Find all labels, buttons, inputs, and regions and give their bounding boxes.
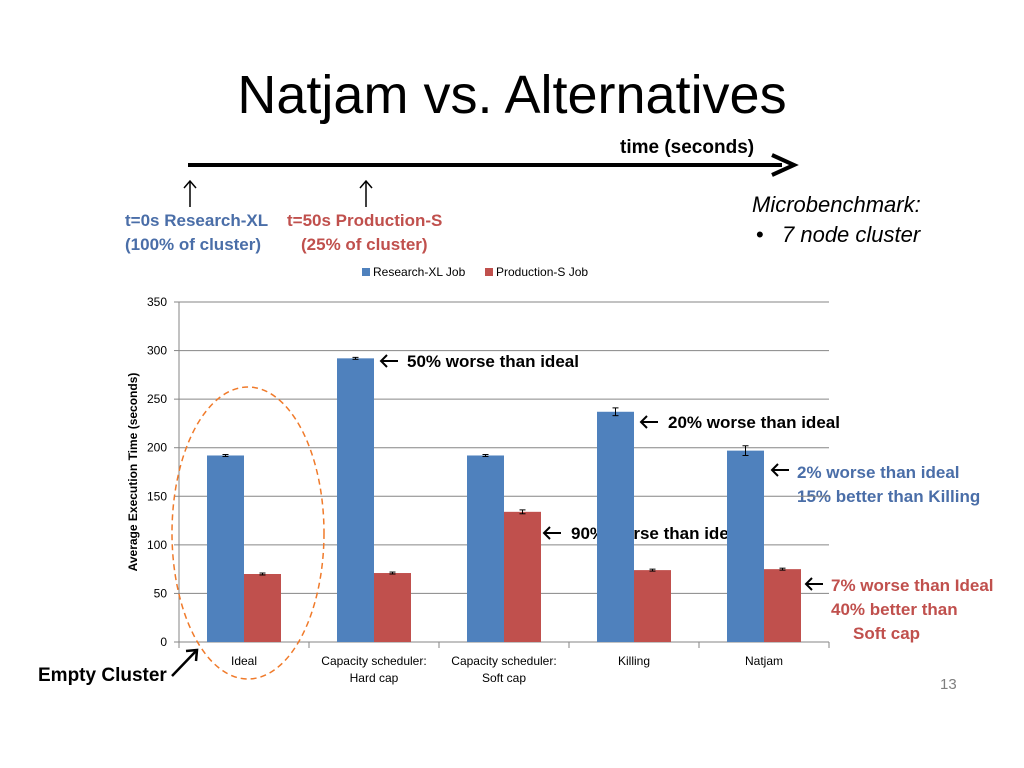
timeline-label: time (seconds) bbox=[620, 137, 755, 158]
y-tick-label: 200 bbox=[147, 441, 167, 455]
annotation-hard-cap: 50% worse than ideal bbox=[407, 352, 579, 371]
bar-research bbox=[207, 455, 244, 642]
event-production-start: t=50s Production-S bbox=[287, 211, 443, 230]
y-tick-label: 100 bbox=[147, 538, 167, 552]
legend-label-research: Research-XL Job bbox=[373, 265, 466, 279]
arrow-left-icon bbox=[770, 463, 789, 477]
arrow-left-icon bbox=[804, 577, 823, 591]
production-start-arrow-icon bbox=[359, 179, 373, 207]
annotation-natjam-research-2: 15% better than Killing bbox=[797, 487, 981, 506]
x-tick-label: Soft cap bbox=[482, 671, 526, 685]
research-start-arrow-icon bbox=[183, 179, 197, 207]
arrow-left-icon bbox=[379, 354, 398, 368]
bullet-icon: • bbox=[756, 222, 764, 247]
x-tick-label: Hard cap bbox=[350, 671, 399, 685]
x-tick-label: Ideal bbox=[231, 654, 257, 668]
y-tick-label: 350 bbox=[147, 295, 167, 309]
empty-cluster-label: Empty Cluster bbox=[38, 665, 167, 686]
page-number: 13 bbox=[940, 676, 957, 693]
empty-cluster-arrow-icon bbox=[171, 648, 199, 677]
bar-production bbox=[374, 573, 411, 642]
microbenchmark-bullet-text: 7 node cluster bbox=[782, 222, 921, 247]
event-research-share: (100% of cluster) bbox=[125, 235, 262, 254]
ideal-highlight-ellipse bbox=[171, 386, 325, 680]
bars-layer bbox=[207, 356, 801, 642]
slide-title: Natjam vs. Alternatives bbox=[237, 65, 787, 125]
bar-production bbox=[634, 570, 671, 642]
annotation-natjam-production-3: Soft cap bbox=[853, 624, 921, 643]
labels-layer: 0 50 100 150 200 250 300 350 Ideal Capacity sched… bbox=[147, 295, 783, 685]
annotation-natjam-production-1: 7% worse than Ideal bbox=[831, 576, 994, 595]
bar-production bbox=[764, 569, 801, 642]
annotation-natjam-production-2: 40% better than bbox=[831, 600, 958, 619]
y-tick-label: 300 bbox=[147, 344, 167, 358]
arrow-left-icon bbox=[542, 526, 561, 540]
event-production-share: (25% of cluster) bbox=[301, 235, 428, 254]
bar-research bbox=[467, 455, 504, 642]
y-tick-label: 250 bbox=[147, 392, 167, 406]
x-tick-label: Killing bbox=[618, 654, 650, 668]
y-axis-title: Average Execution Time (seconds) bbox=[126, 373, 140, 572]
annotation-killing: 20% worse than ideal bbox=[668, 413, 840, 432]
bar-research bbox=[727, 450, 764, 642]
y-tick-label: 0 bbox=[160, 635, 167, 649]
chart-legend: Research-XL Job Production-S Job bbox=[362, 265, 588, 279]
timeline-arrow bbox=[188, 153, 799, 177]
annotation-arrows bbox=[379, 354, 823, 591]
x-tick-label: Natjam bbox=[745, 654, 783, 668]
legend-label-production: Production-S Job bbox=[496, 265, 588, 279]
y-tick-label: 150 bbox=[147, 489, 167, 503]
y-tick-label: 50 bbox=[154, 586, 168, 600]
bar-production bbox=[244, 574, 281, 642]
bar-research bbox=[597, 411, 634, 642]
event-research-start: t=0s Research-XL bbox=[125, 211, 269, 230]
annotation-natjam-research-1: 2% worse than ideal bbox=[797, 463, 960, 482]
legend-swatch-research bbox=[362, 268, 370, 276]
bar-research bbox=[337, 358, 374, 642]
legend-swatch-production bbox=[485, 268, 493, 276]
x-tick-label: Capacity scheduler: bbox=[321, 654, 426, 668]
arrow-left-icon bbox=[639, 415, 658, 429]
bar-production bbox=[504, 511, 541, 642]
microbenchmark-bullet: • 7 node cluster bbox=[756, 222, 920, 248]
x-tick-label: Capacity scheduler: bbox=[451, 654, 556, 668]
microbenchmark-title: Microbenchmark: bbox=[752, 192, 921, 217]
